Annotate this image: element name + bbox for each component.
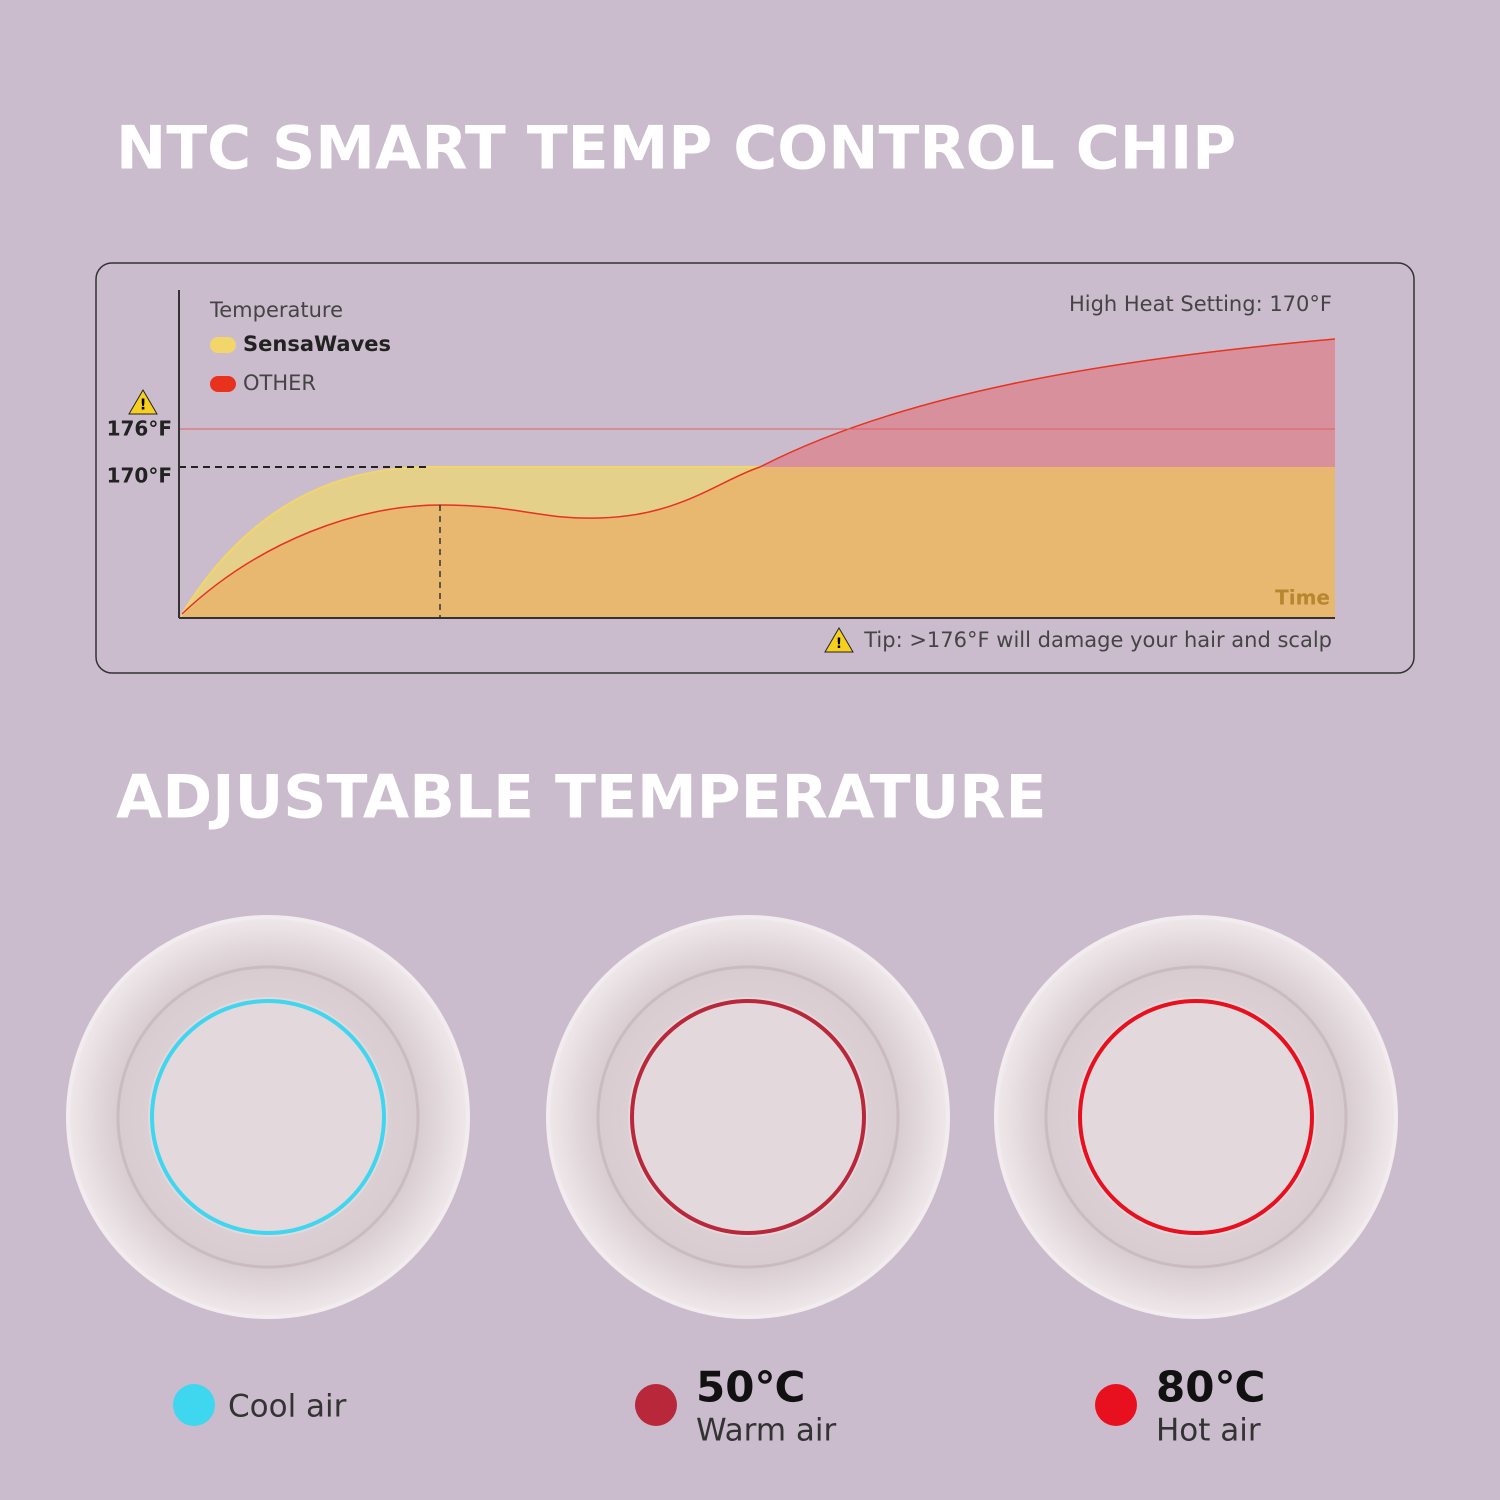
warning-mark: ! — [140, 396, 147, 414]
legend-swatch — [210, 337, 236, 353]
other-area — [182, 467, 1335, 618]
light-ring — [150, 999, 386, 1235]
mode-name: Cool air — [228, 1389, 347, 1425]
legend-label: SensaWaves — [243, 332, 391, 356]
section-title: ADJUSTABLE TEMPERATURE — [116, 763, 1046, 833]
light-ring — [630, 999, 866, 1235]
legend-label: OTHER — [243, 371, 316, 395]
other-curve — [181, 338, 1336, 615]
x-label: Time — [1275, 586, 1330, 610]
mode-temp: 50℃ — [696, 1363, 805, 1412]
tip: Tip: >176°F will damage your hair and sc… — [863, 628, 1332, 652]
legend-swatch — [210, 376, 236, 392]
mode-temp: 80℃ — [1156, 1363, 1265, 1412]
tick-label: 170°F — [107, 464, 172, 488]
mode-dot — [173, 1384, 215, 1426]
dial-ring — [596, 965, 900, 1269]
y-label: Temperature — [209, 298, 343, 322]
warning-icon — [824, 627, 854, 653]
setting-label: High Heat Setting: 170°F — [1069, 292, 1332, 316]
dial-center — [148, 997, 388, 1237]
graph-frame — [95, 262, 1415, 674]
dial-ring — [116, 965, 420, 1269]
warning-mark: ! — [836, 636, 842, 652]
dial-center — [628, 997, 868, 1237]
mode-name: Warm air — [696, 1413, 837, 1449]
title: NTC SMART TEMP CONTROL CHIP — [116, 114, 1236, 184]
mode-name: Hot air — [1156, 1413, 1261, 1449]
dial-ring — [1044, 965, 1348, 1269]
dial-center — [1076, 997, 1316, 1237]
warning-icon — [128, 389, 158, 415]
mode-dot — [1095, 1384, 1137, 1426]
light-ring — [1078, 999, 1314, 1235]
tick-label: 176°F — [107, 417, 172, 441]
danger-area — [760, 339, 1335, 467]
mode-dot — [635, 1384, 677, 1426]
